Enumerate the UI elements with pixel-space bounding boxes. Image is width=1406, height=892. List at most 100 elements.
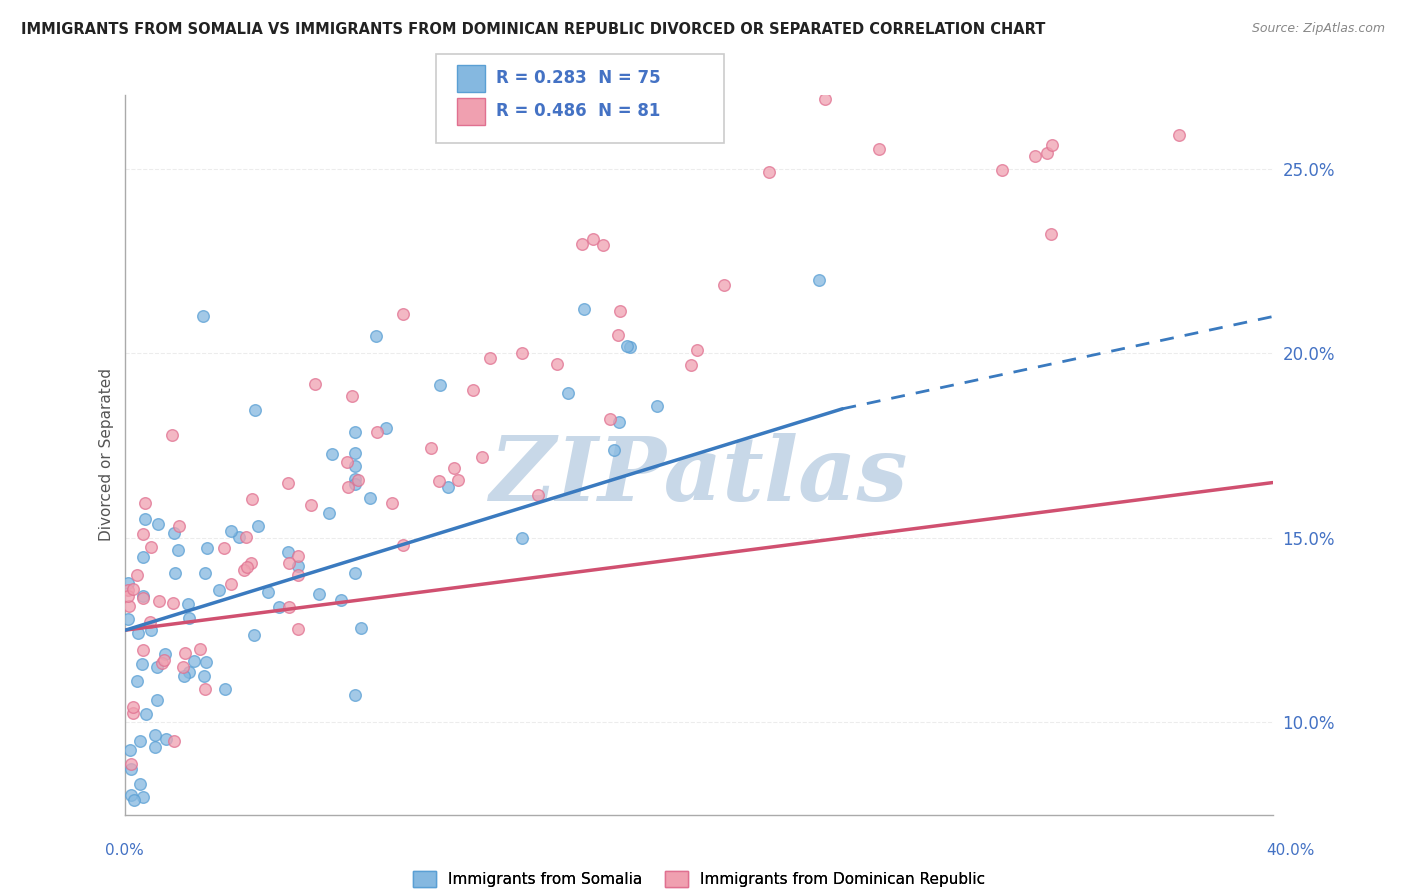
Point (318, 506, 340, 520)
Point (153, 647, 176, 661)
Point (343, 688, 366, 702)
Point (165, 566, 187, 580)
Point (645, 399, 668, 413)
Point (193, 669, 215, 683)
Point (808, 272, 831, 286)
Point (308, 587, 330, 601)
Point (240, 491, 263, 506)
Point (232, 563, 254, 577)
Point (162, 596, 184, 610)
Point (256, 585, 278, 599)
Point (609, 304, 631, 318)
Point (1182, 29, 1205, 44)
Text: R = 0.486  N = 81: R = 0.486 N = 81 (496, 103, 661, 120)
Point (287, 622, 309, 636)
Point (120, 788, 142, 802)
Point (713, 278, 735, 293)
Point (146, 516, 169, 531)
Point (510, 346, 533, 360)
Point (582, 232, 605, 246)
Point (125, 567, 148, 582)
Point (1036, 146, 1059, 161)
Point (132, 790, 155, 805)
Point (287, 549, 309, 563)
Point (686, 343, 709, 357)
Point (236, 560, 259, 574)
Point (1040, 138, 1063, 153)
Point (330, 593, 353, 607)
Point (143, 740, 166, 755)
Point (132, 549, 155, 564)
Point (117, 576, 139, 591)
Point (343, 472, 366, 486)
Point (1099, 75, 1122, 89)
Point (131, 591, 153, 605)
Point (1039, 227, 1062, 242)
Point (337, 480, 360, 494)
Point (160, 427, 183, 442)
Point (599, 412, 621, 426)
Point (194, 681, 217, 696)
Point (176, 597, 198, 611)
Point (193, 566, 215, 580)
Point (437, 480, 460, 494)
Point (447, 473, 470, 487)
Point (321, 447, 343, 461)
Point (208, 582, 231, 597)
Point (1168, 128, 1191, 143)
Point (471, 450, 494, 465)
Point (131, 642, 153, 657)
Point (134, 512, 156, 526)
Point (443, 461, 465, 475)
Point (304, 376, 326, 391)
Point (419, 441, 441, 455)
Point (277, 545, 299, 559)
Point (188, 642, 211, 657)
Point (135, 706, 157, 721)
Point (173, 669, 195, 683)
Point (177, 611, 200, 625)
Point (366, 425, 388, 440)
Point (287, 558, 309, 573)
Point (478, 351, 501, 365)
Point (343, 458, 366, 473)
Point (117, 583, 139, 598)
Point (557, 385, 579, 400)
Point (124, 793, 146, 807)
Point (172, 660, 194, 674)
Point (346, 473, 368, 487)
Point (120, 756, 142, 771)
Point (350, 621, 373, 635)
Point (607, 415, 630, 429)
Point (1024, 149, 1046, 163)
Text: 0.0%: 0.0% (105, 843, 145, 857)
Point (392, 538, 415, 552)
Point (214, 681, 236, 696)
Point (592, 237, 614, 252)
Point (191, 310, 214, 324)
Point (167, 519, 190, 533)
Point (343, 566, 366, 580)
Point (129, 733, 152, 747)
Point (163, 733, 186, 747)
Point (163, 526, 186, 541)
Point (526, 488, 548, 502)
Point (572, 301, 595, 316)
Point (343, 476, 366, 491)
Point (228, 530, 250, 544)
Point (343, 425, 366, 439)
Point (139, 540, 162, 554)
Point (364, 328, 387, 343)
Point (243, 403, 266, 417)
Point (195, 541, 218, 556)
Point (117, 612, 139, 626)
Point (239, 556, 262, 570)
Point (139, 615, 162, 629)
Point (606, 328, 628, 343)
Point (340, 389, 363, 403)
Point (512, 531, 534, 545)
Point (120, 762, 142, 776)
Point (299, 498, 322, 512)
Point (381, 496, 404, 510)
Point (145, 660, 167, 674)
